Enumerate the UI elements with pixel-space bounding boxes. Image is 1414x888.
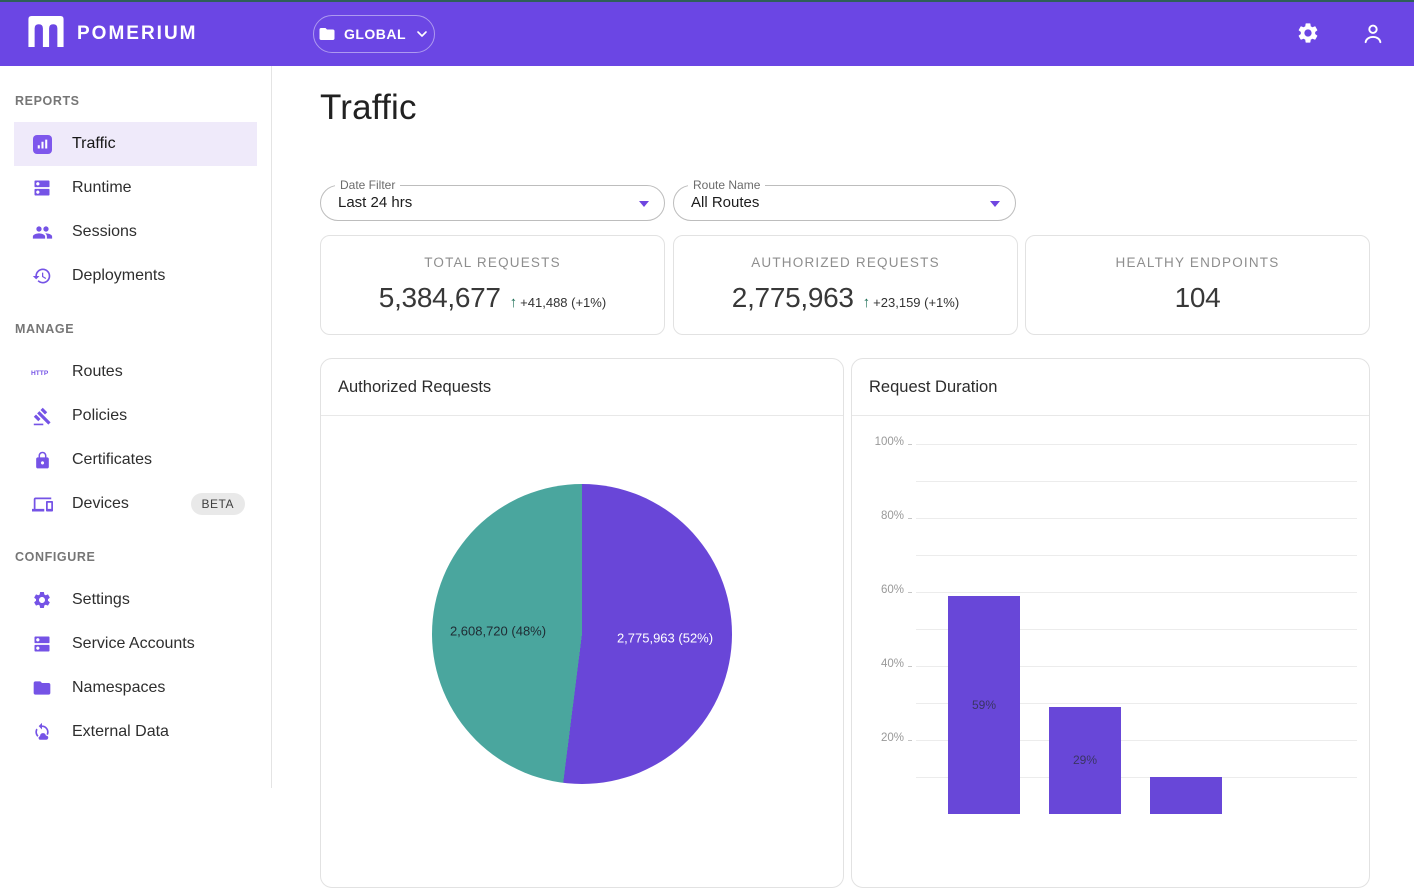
- svg-text:HTTP: HTTP: [31, 370, 49, 377]
- y-axis-tick-label: 60%: [880, 584, 904, 596]
- pie-slice-label-other: 2,608,720 (48%): [449, 623, 547, 639]
- sidebar-item-sessions[interactable]: Sessions: [14, 210, 257, 254]
- gridline: [916, 629, 1357, 630]
- folder-icon: [318, 25, 336, 43]
- topbar: POMERIUM GLOBAL: [0, 2, 1414, 66]
- bar-card-title: Request Duration: [852, 359, 1369, 416]
- y-axis-tick-label: 100%: [874, 436, 904, 448]
- stat-label: HEALTHY ENDPOINTS: [1115, 255, 1280, 270]
- duration-bar: 59%: [948, 595, 1020, 814]
- devices-icon: [31, 493, 53, 515]
- dns-icon: [31, 633, 53, 655]
- route-name-label: Route Name: [688, 178, 766, 192]
- dropdown-arrow-icon: [639, 201, 649, 207]
- route-name-select[interactable]: Route Name All Routes: [673, 178, 1016, 221]
- chevron-down-icon: [414, 26, 430, 42]
- settings-gear-icon[interactable]: [1296, 21, 1322, 47]
- gear-icon: [31, 589, 53, 611]
- sidebar-item-certificates[interactable]: Certificates: [14, 438, 257, 482]
- history-clock-icon: [31, 265, 53, 287]
- lock-icon: [31, 449, 53, 471]
- tick-mark: [908, 666, 912, 667]
- gavel-icon: [31, 405, 53, 427]
- bar-value-label: 59%: [971, 697, 997, 712]
- cloud-sync-icon: [31, 721, 53, 743]
- trend-up-icon: ↑: [509, 294, 518, 311]
- stat-delta: ↑ +23,159 (+1%): [862, 294, 960, 311]
- pie-card-title: Authorized Requests: [321, 359, 843, 416]
- date-filter-select[interactable]: Date Filter Last 24 hrs: [320, 178, 665, 221]
- dropdown-arrow-icon: [990, 201, 1000, 207]
- pomerium-arch-icon: [26, 16, 66, 52]
- stat-value: 104: [1174, 282, 1221, 313]
- http-icon: HTTP: [31, 361, 53, 383]
- group-icon: [31, 221, 53, 243]
- stat-card-total-requests: TOTAL REQUESTS 5,384,677 ↑ +41,488 (+1%): [320, 235, 665, 335]
- namespace-label: GLOBAL: [343, 26, 407, 42]
- stat-value: 5,384,677: [378, 282, 501, 313]
- gridline: [916, 555, 1357, 556]
- user-account-icon[interactable]: [1360, 21, 1386, 47]
- sidebar-item-namespaces[interactable]: Namespaces: [14, 666, 257, 710]
- tick-mark: [908, 740, 912, 741]
- route-name-value: All Routes: [691, 194, 760, 211]
- gridline: [916, 740, 1357, 741]
- sidebar-item-traffic[interactable]: Traffic: [14, 122, 257, 166]
- y-axis-tick-label: 20%: [880, 732, 904, 744]
- dns-icon: [31, 177, 53, 199]
- gridline: [916, 777, 1357, 778]
- y-axis-tick-label: 80%: [880, 510, 904, 522]
- namespace-selector-button[interactable]: GLOBAL: [313, 15, 435, 53]
- sidebar-item-devices[interactable]: Devices BETA: [14, 482, 257, 526]
- pie-slice-label-authorized: 2,775,963 (52%): [616, 630, 714, 646]
- sidebar-item-settings[interactable]: Settings: [14, 578, 257, 622]
- tick-mark: [908, 444, 912, 445]
- stat-label: AUTHORIZED REQUESTS: [751, 255, 940, 270]
- sidebar-item-external-data[interactable]: External Data: [14, 710, 257, 754]
- gridline: [916, 592, 1357, 593]
- sidebar: REPORTS Traffic Runtime Sessions Deploym…: [0, 66, 272, 788]
- beta-badge: BETA: [190, 493, 245, 515]
- brand-logo[interactable]: POMERIUM: [26, 16, 198, 52]
- gridline: [916, 703, 1357, 704]
- stat-value: 2,775,963: [731, 282, 854, 313]
- trend-up-icon: ↑: [862, 294, 871, 311]
- sidebar-item-deployments[interactable]: Deployments: [14, 254, 257, 298]
- gridline: [916, 481, 1357, 482]
- gridline: [916, 666, 1357, 667]
- traffic-chart-icon: [31, 133, 53, 155]
- stat-card-healthy-endpoints: HEALTHY ENDPOINTS 104: [1025, 235, 1370, 335]
- page-title: Traffic: [320, 88, 417, 127]
- gridline: [916, 444, 1357, 445]
- y-axis-tick-label: 40%: [880, 658, 904, 670]
- stat-delta: ↑ +41,488 (+1%): [509, 294, 607, 311]
- request-duration-bar-card: Request Duration 100% 80% 60% 40% 20% 59% 29%: [851, 358, 1370, 888]
- folder-icon: [31, 677, 53, 699]
- authorized-requests-pie-card: Authorized Requests 2,775,963 (52%) 2,60…: [320, 358, 844, 888]
- tick-mark: [908, 518, 912, 519]
- stat-card-authorized-requests: AUTHORIZED REQUESTS 2,775,963 ↑ +23,159 (…: [673, 235, 1018, 335]
- section-title-manage: MANAGE: [15, 322, 75, 336]
- date-filter-label: Date Filter: [335, 178, 401, 192]
- bar-plot: 100% 80% 60% 40% 20% 59% 29%: [875, 436, 1357, 814]
- sidebar-item-runtime[interactable]: Runtime: [14, 166, 257, 210]
- gridline: [916, 518, 1357, 519]
- date-filter-value: Last 24 hrs: [338, 194, 413, 211]
- sidebar-item-service-accounts[interactable]: Service Accounts: [14, 622, 257, 666]
- main-content: Traffic Date Filter Last 24 hrs Route Na…: [272, 66, 1414, 888]
- top-accent-stripe: [0, 0, 1414, 2]
- duration-bar: 29%: [1049, 706, 1121, 814]
- section-title-configure: CONFIGURE: [15, 550, 96, 564]
- tick-mark: [908, 592, 912, 593]
- duration-bar: [1150, 777, 1222, 814]
- sidebar-item-routes[interactable]: HTTP Routes: [14, 350, 257, 394]
- section-title-reports: REPORTS: [15, 94, 80, 108]
- bar-value-label: 29%: [1072, 753, 1098, 768]
- brand-name: POMERIUM: [77, 23, 198, 44]
- sidebar-item-policies[interactable]: Policies: [14, 394, 257, 438]
- pie: [432, 484, 732, 784]
- stat-label: TOTAL REQUESTS: [424, 255, 561, 270]
